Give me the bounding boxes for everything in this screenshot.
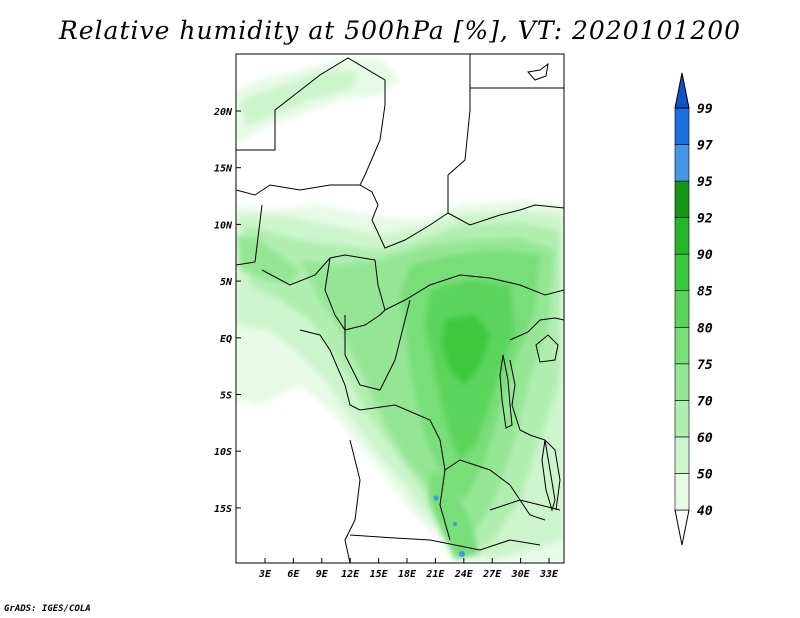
colorbar-segment xyxy=(674,473,690,511)
lon-tick-label: 12E xyxy=(341,569,360,580)
border-line xyxy=(344,439,361,563)
colorbar-segment xyxy=(674,217,690,255)
colorbar-label: 99 xyxy=(697,102,713,117)
grads-credit: GrADS: IGES/COLA xyxy=(4,604,91,614)
colorbar-label: 90 xyxy=(697,248,713,263)
lon-tick-label: 6E xyxy=(287,569,300,580)
lat-tick-label: 10N xyxy=(214,220,233,231)
colorbar-segment xyxy=(674,253,690,292)
humidity-field xyxy=(236,58,564,563)
colorbar-label: 75 xyxy=(697,358,713,373)
lat-tick-label: 15S xyxy=(214,504,232,515)
colorbar-segment xyxy=(674,326,690,365)
lon-tick-label: 18E xyxy=(398,569,417,580)
border-line xyxy=(447,204,564,226)
lon-tick-label: 30E xyxy=(511,569,531,580)
border-line xyxy=(236,184,360,196)
colorbar-label: 50 xyxy=(697,467,713,482)
border-line xyxy=(299,329,446,471)
colorbar-segment xyxy=(674,363,690,401)
lon-tick-label: 21E xyxy=(425,569,445,580)
colorbar-segment xyxy=(674,144,690,182)
border-line xyxy=(344,299,411,391)
border-line xyxy=(236,54,471,249)
lon-tick-label: 24E xyxy=(454,569,474,580)
border-line xyxy=(509,359,561,511)
map-frame xyxy=(235,53,565,564)
humidity-97-spot xyxy=(433,495,439,501)
lat-tick-label: 20N xyxy=(213,107,233,118)
map-title: Relative humidity at 500hPa [%], VT: 202… xyxy=(58,16,742,45)
border-line xyxy=(349,534,541,551)
colorbar-upper-arrow xyxy=(674,72,690,109)
colorbar-label: 80 xyxy=(697,321,713,336)
lat-tick-label: 15N xyxy=(214,164,233,175)
border-line xyxy=(509,317,564,341)
humidity-97-spot xyxy=(453,522,457,526)
colorbar-label: 85 xyxy=(697,285,713,300)
colorbar-label: 40 xyxy=(697,504,713,519)
border-line xyxy=(444,459,546,521)
colorbar-segment xyxy=(674,400,690,438)
colorbar-label: 70 xyxy=(697,394,713,409)
lake-outline xyxy=(527,62,549,81)
colorbar-segment xyxy=(674,290,690,328)
longitude-axis: 3E 6E 9E 12E 15E 18E 21E 24E 27E 30E 33E xyxy=(258,558,559,580)
border-line xyxy=(236,204,263,266)
border-line xyxy=(489,499,561,511)
country-borders xyxy=(236,54,564,563)
border-line xyxy=(439,469,451,541)
humidity-south-plume xyxy=(428,470,480,560)
colorbar-segment xyxy=(674,107,690,145)
humidity-50-north xyxy=(240,70,360,125)
latitude-axis: 20N 15N 10N 5N EQ 5S 10S 15S xyxy=(213,107,241,515)
lon-tick-label: 33E xyxy=(539,569,559,580)
lake-outline xyxy=(535,334,559,363)
colorbar-segment xyxy=(674,436,690,474)
colorbar-label: 60 xyxy=(697,431,713,446)
border-line xyxy=(374,259,564,311)
lon-tick-label: 9E xyxy=(316,569,329,580)
lake-outline xyxy=(541,439,556,512)
lat-tick-label: 5S xyxy=(220,391,232,402)
humidity-97-spot xyxy=(459,551,465,557)
lat-tick-label: 5N xyxy=(220,277,233,288)
colorbar-label: 95 xyxy=(697,175,713,190)
lon-tick-label: 27E xyxy=(482,569,502,580)
humidity-40-north xyxy=(236,58,400,145)
humidity-west-coast xyxy=(236,235,300,285)
colorbar-label: 92 xyxy=(697,212,713,227)
colorbar-segment xyxy=(674,180,690,218)
lat-tick-label: EQ xyxy=(220,334,232,345)
colorbar: 40 50 60 70 75 80 85 90 92 95 97 99 xyxy=(674,72,713,546)
lon-tick-label: 3E xyxy=(258,569,272,580)
colorbar-label: 97 xyxy=(697,139,713,154)
colorbar-lower-arrow xyxy=(674,509,690,546)
border-line xyxy=(261,254,376,286)
lon-tick-label: 15E xyxy=(370,569,389,580)
humidity-90-spot xyxy=(442,315,490,385)
lake-outline xyxy=(499,354,513,429)
lat-tick-label: 10S xyxy=(214,447,232,458)
